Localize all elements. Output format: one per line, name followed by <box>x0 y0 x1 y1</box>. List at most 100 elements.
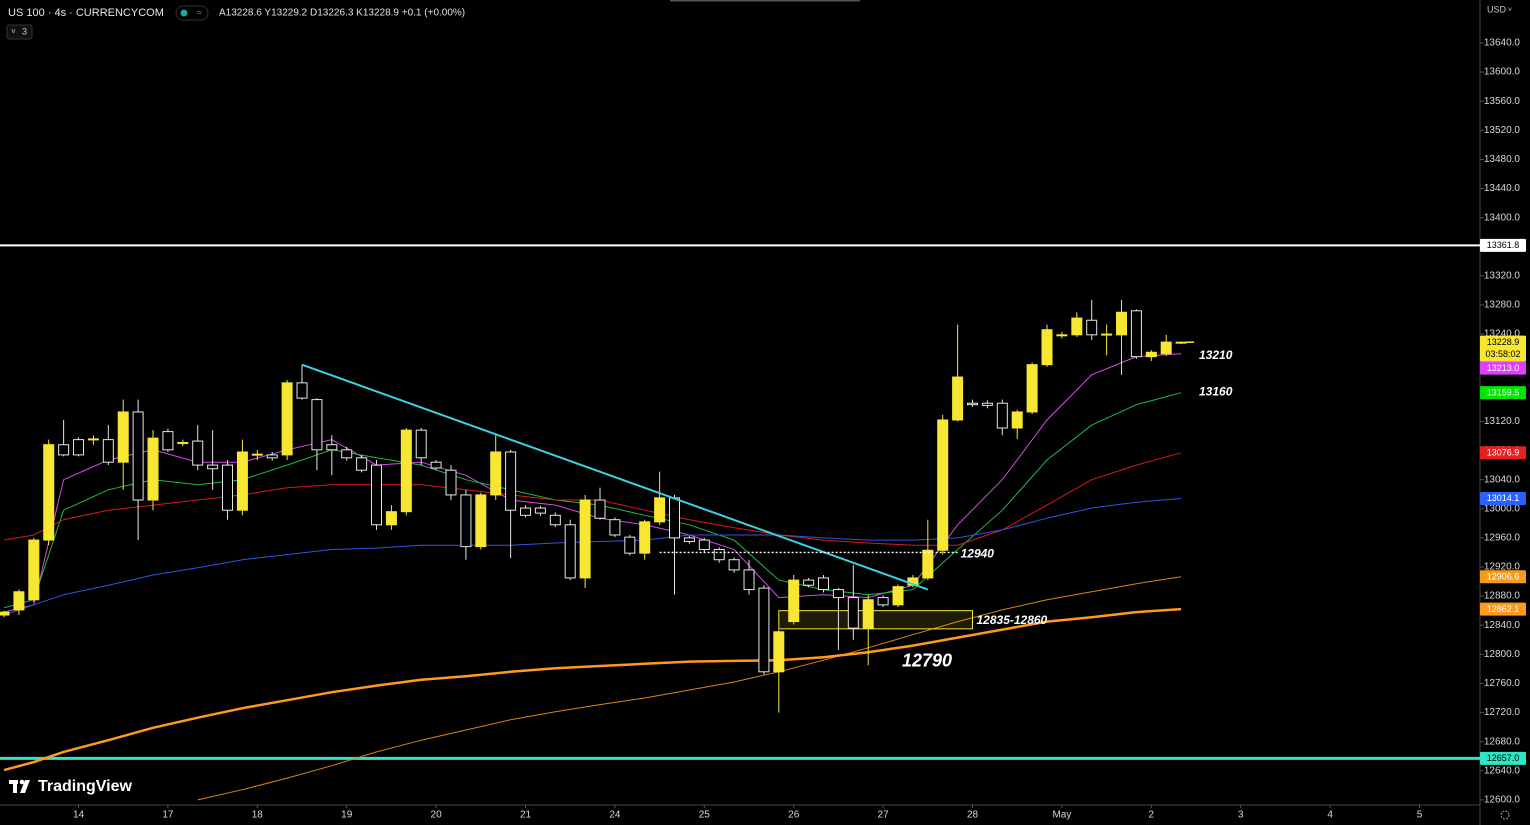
y-tick-label: 13120.0 <box>1484 416 1521 427</box>
logo-slash <box>20 780 30 793</box>
settings[interactable] <box>1500 810 1510 820</box>
candle-body <box>624 536 636 554</box>
y-tick-label: 13520.0 <box>1484 125 1521 136</box>
candle-body <box>967 402 979 406</box>
y-tick-label: 12720.0 <box>1484 707 1521 718</box>
candle-body <box>1011 411 1023 429</box>
candle-body <box>520 507 532 516</box>
x-tick-label: 25 <box>699 810 711 821</box>
x-tick-label: 3 <box>1238 810 1244 821</box>
annotation: 12790 <box>902 650 952 670</box>
brand: TradingView <box>38 778 133 795</box>
x-tick-label: 26 <box>788 810 800 821</box>
candle-body <box>669 497 681 539</box>
candle-body <box>460 494 472 548</box>
annotation: 13160 <box>1199 384 1233 398</box>
y-tick-label: 12960.0 <box>1484 533 1521 544</box>
price-label-box <box>1480 335 1526 362</box>
x-tick-label: 27 <box>878 810 890 821</box>
candle-body <box>490 451 502 496</box>
candle-body <box>862 599 874 629</box>
candle-body <box>430 461 442 469</box>
symbol[interactable]: US 100 · 4s · CURRENCYCOM <box>8 7 164 19</box>
candle-body <box>1175 341 1187 344</box>
candle-body <box>415 429 427 459</box>
candle-body <box>341 449 353 459</box>
candle-body <box>937 419 949 551</box>
candle-body <box>803 579 815 586</box>
candle-body <box>311 399 323 451</box>
moving-average <box>3 392 1182 609</box>
candle-body <box>177 442 189 445</box>
candle-body <box>579 499 591 579</box>
candle-body <box>847 597 859 629</box>
trendline <box>301 363 929 591</box>
moving-average <box>3 353 1182 613</box>
price-label-box <box>1480 602 1526 616</box>
candle-body <box>1071 317 1083 336</box>
candle-body <box>818 577 830 591</box>
y-tick-label: 13040.0 <box>1484 474 1521 485</box>
candle-body <box>236 451 248 511</box>
candle-body <box>147 437 159 501</box>
candle-body <box>1041 329 1053 366</box>
y-tick-label: 12840.0 <box>1484 620 1521 631</box>
level-label: 12940 <box>961 547 995 561</box>
y-tick-label: 13000.0 <box>1484 503 1521 514</box>
candle-body <box>87 438 99 441</box>
currency[interactable]: USD <box>1487 4 1507 14</box>
candle-body <box>102 439 114 463</box>
candle-body <box>549 514 561 526</box>
brand-logo <box>9 779 30 793</box>
x-tick-label: 24 <box>609 810 621 821</box>
y-tick-label: 13640.0 <box>1484 38 1521 49</box>
candle-body <box>43 444 55 541</box>
candle-body <box>877 597 889 606</box>
moving-average <box>3 607 1182 772</box>
candle-body <box>683 537 695 543</box>
zone-label: 12835-12860 <box>977 613 1048 627</box>
candle-body <box>296 382 308 399</box>
indicators-toggle[interactable] <box>6 24 33 40</box>
candle-body <box>0 611 10 616</box>
chevron: ˅ <box>11 27 16 36</box>
candle-body <box>475 494 487 548</box>
y-tick-label: 13400.0 <box>1484 212 1521 223</box>
candle-body <box>1101 333 1113 336</box>
price-label: 12862.1 <box>1487 604 1520 614</box>
candle-body <box>758 587 770 673</box>
candle-body <box>28 539 40 601</box>
candle-body <box>251 453 263 456</box>
price-label: 03:58:02 <box>1485 349 1520 359</box>
candle-body <box>385 511 397 526</box>
candle-body <box>132 411 144 501</box>
status-pill <box>175 5 209 21</box>
candle-body <box>1116 311 1128 336</box>
y-tick-label: 13480.0 <box>1484 154 1521 165</box>
x-tick-label: 14 <box>73 810 85 821</box>
candle-body <box>266 454 278 459</box>
candle-body <box>58 444 70 456</box>
y-tick-label: 13320.0 <box>1484 270 1521 281</box>
candle-body <box>162 431 174 451</box>
candle-body <box>534 507 546 514</box>
y-tick-label: 13600.0 <box>1484 67 1521 78</box>
x-tick-label: 19 <box>341 810 353 821</box>
candle-body <box>788 579 800 623</box>
candle-body <box>728 559 740 571</box>
candle-body <box>326 444 338 451</box>
candle-body <box>639 521 651 554</box>
currency-chevron: ˅ <box>1508 7 1512 14</box>
y-tick-label: 13440.0 <box>1484 183 1521 194</box>
status-dot <box>180 9 188 17</box>
candle-body <box>1026 364 1038 413</box>
y-tick-label: 12640.0 <box>1484 765 1521 776</box>
candle-body <box>922 549 934 579</box>
candle-body <box>743 569 755 591</box>
candle-body <box>996 402 1008 429</box>
candle-body <box>1145 351 1157 358</box>
annotation: 13210 <box>1199 348 1233 362</box>
price-label: 13361.8 <box>1487 240 1520 250</box>
